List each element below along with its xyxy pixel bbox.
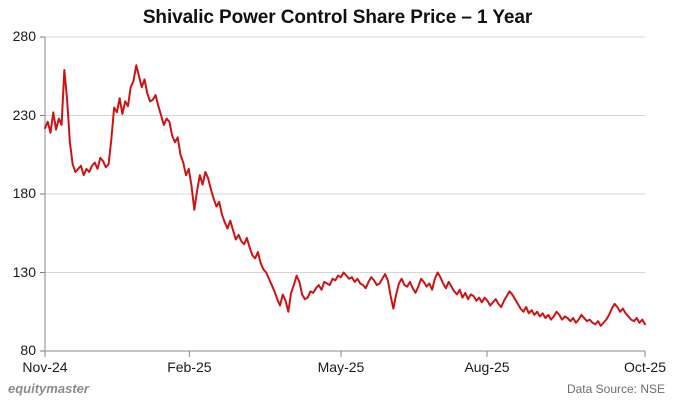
y-tick-label: 130: [12, 263, 36, 280]
x-tick-label: May-25: [317, 359, 365, 375]
gridlines: [40, 36, 645, 352]
y-tick-label: 80: [20, 342, 36, 358]
x-tick-label: Aug-25: [464, 359, 510, 375]
y-tick-label: 280: [12, 28, 36, 44]
y-tick-label: 230: [12, 106, 36, 123]
y-tick-label: 180: [12, 185, 36, 201]
data-source-note: Data Source: NSE: [566, 382, 665, 396]
x-tick-label: Feb-25: [167, 359, 212, 375]
x-tick-label: Oct-25: [623, 359, 666, 375]
x-tick-label: Nov-24: [22, 359, 68, 375]
chart-title: Shivalic Power Control Share Price – 1 Y…: [142, 7, 533, 28]
equitymaster-watermark: equitymaster: [8, 381, 89, 396]
x-tick-marks: [44, 351, 646, 357]
price-line-series: [44, 64, 646, 327]
series-line: [44, 64, 646, 327]
axis-lines: [44, 37, 645, 352]
